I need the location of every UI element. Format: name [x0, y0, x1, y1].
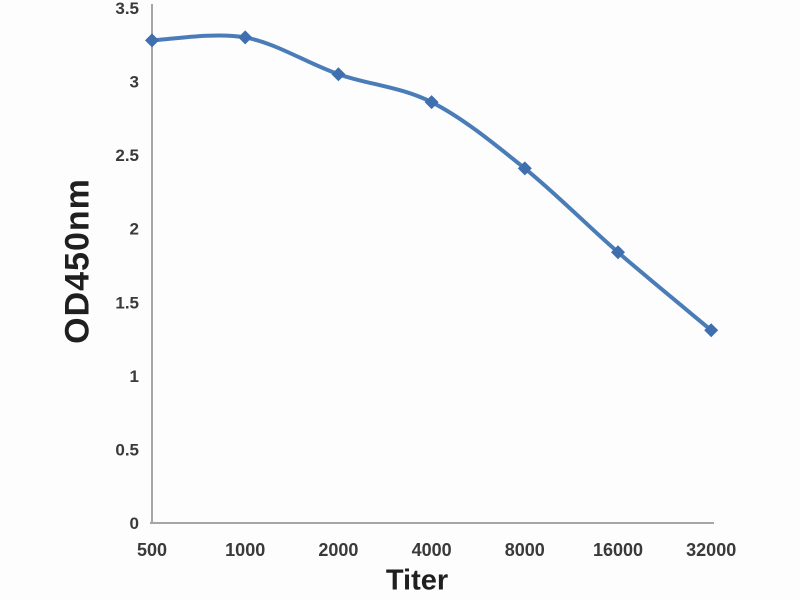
data-point-marker: [611, 245, 625, 260]
y-tick-label: 3.5: [115, 0, 139, 18]
y-tick-label: 2.5: [115, 146, 139, 165]
y-tick-label: 1: [130, 367, 139, 386]
data-point-marker: [424, 95, 439, 110]
data-point-marker: [145, 33, 159, 48]
x-tick-label: 1000: [225, 540, 265, 560]
data-point-marker: [704, 323, 719, 338]
x-tick-label: 8000: [505, 540, 545, 560]
y-tick-label: 3: [130, 73, 139, 92]
data-point-marker: [517, 161, 532, 176]
x-axis-title: Titer: [385, 564, 449, 597]
y-tick-label: 1.5: [115, 293, 139, 312]
y-tick-label: 2: [130, 220, 139, 239]
x-tick-label: 32000: [686, 540, 736, 560]
x-tick-label: 4000: [412, 540, 452, 560]
data-point-marker: [331, 67, 346, 82]
y-axis-title: OD450nm: [58, 178, 97, 344]
data-series-line: [150, 33, 714, 333]
x-tick-label: 2000: [318, 540, 358, 560]
y-tick-label: 0.5: [115, 440, 139, 459]
x-tick-label: 500: [137, 540, 167, 560]
y-tick-label: 0: [130, 514, 139, 533]
x-tick-label: 16000: [593, 540, 643, 560]
data-point-marker: [238, 30, 253, 45]
